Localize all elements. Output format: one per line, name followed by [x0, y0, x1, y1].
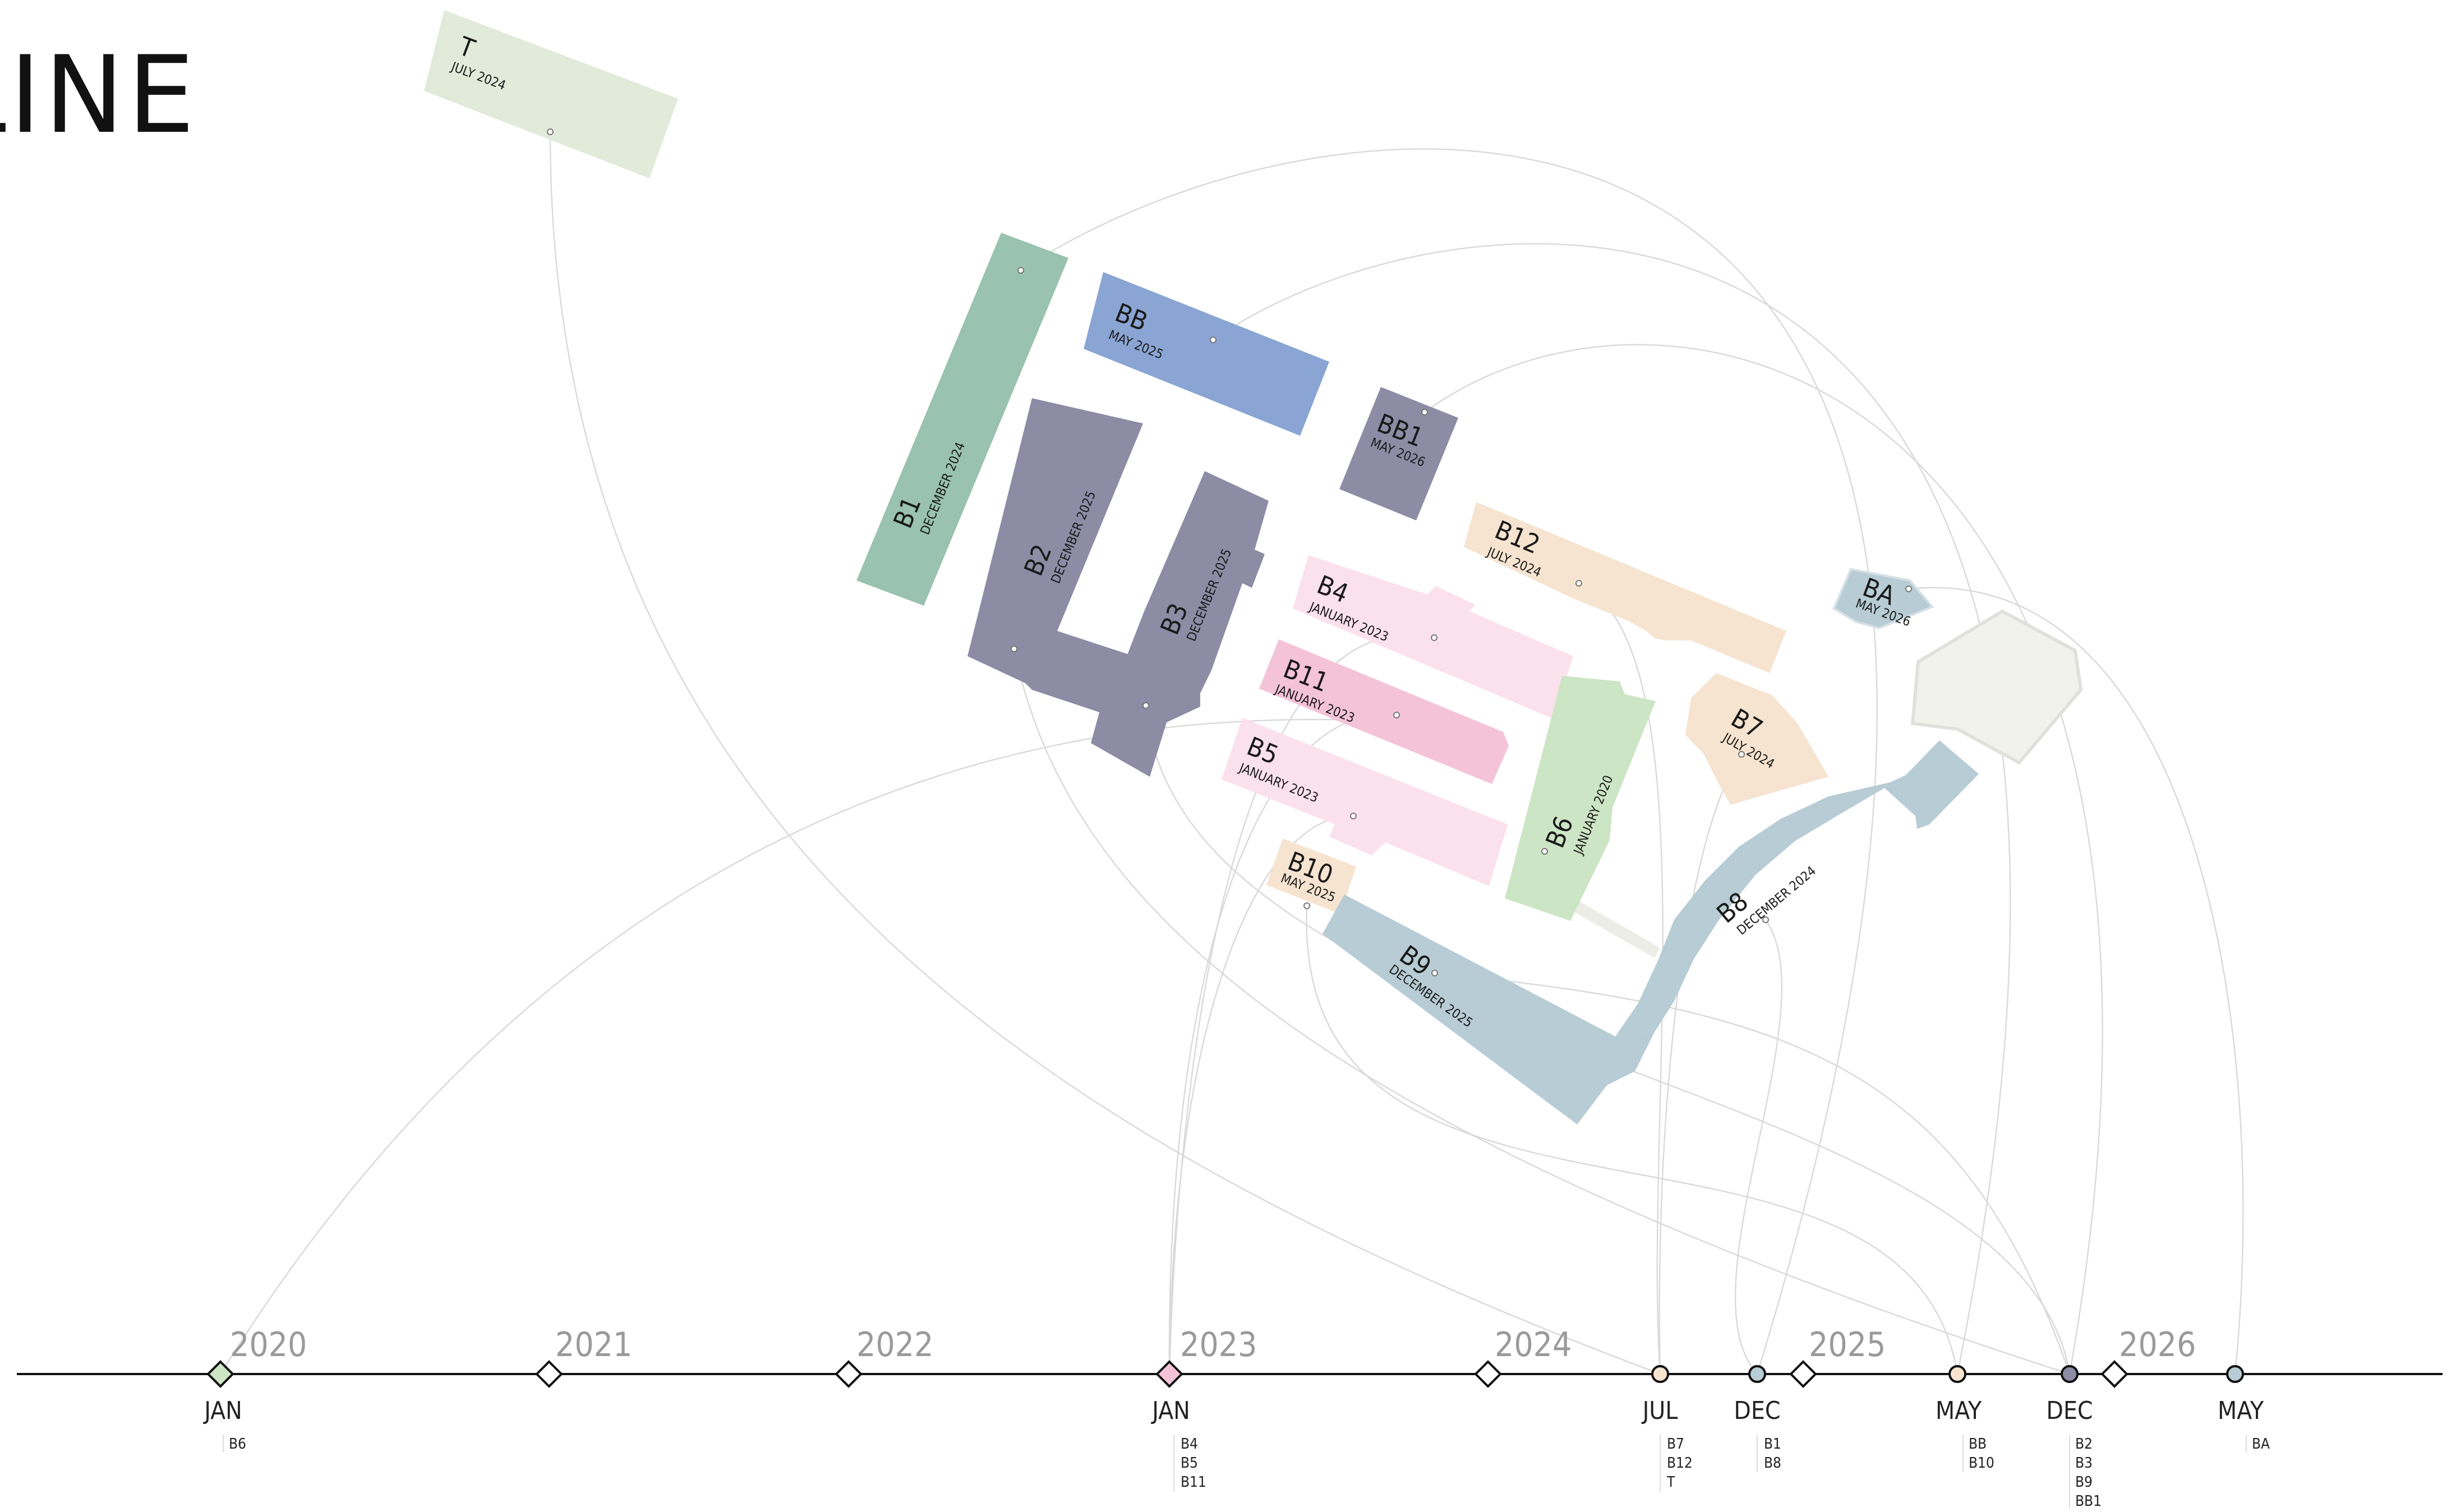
month-label: JUL — [1641, 1396, 1678, 1425]
year-label: 2023 — [1180, 1325, 1257, 1365]
event-item: T — [1666, 1474, 1675, 1491]
event-item: B7 — [1667, 1436, 1684, 1453]
building-bb1: BB1 MAY 2026 — [1339, 387, 1458, 520]
event-item: BB — [1969, 1436, 1987, 1453]
building-ba: BA MAY 2026 — [1832, 568, 1934, 630]
timeline: 2020 2021 2022 2023 2024 2025 2026 JAN — [17, 1325, 2443, 1510]
year-label: 2021 — [555, 1325, 632, 1365]
year-marker: 2022 — [835, 1325, 933, 1388]
year-label: 2024 — [1495, 1325, 1572, 1365]
arc-t — [549, 131, 1661, 1375]
arc-b2 — [1013, 648, 2070, 1375]
month-label: MAY — [1936, 1396, 1982, 1425]
building-b7: B7 JULY 2024 — [1685, 673, 1828, 805]
site-path-shape — [1566, 896, 1660, 958]
event-item: B12 — [1667, 1455, 1693, 1472]
arc-bb — [1213, 243, 2011, 1375]
arc-b7 — [1658, 754, 1742, 1375]
event-item: B3 — [2075, 1455, 2093, 1472]
year-label: 2026 — [2119, 1325, 2196, 1365]
event-item: BB1 — [2075, 1493, 2102, 1509]
event-item: B5 — [1181, 1455, 1198, 1472]
page-title: LINE — [0, 33, 198, 157]
year-marker: 2026 — [2100, 1325, 2196, 1388]
arc-b5 — [1168, 815, 1354, 1375]
event-item: B6 — [229, 1436, 246, 1453]
year-marker: 2025 — [1789, 1325, 1886, 1388]
building-b4: B4 JANUARY 2023 — [1293, 555, 1573, 719]
timeline-event: DEC B1 B8 — [1734, 1365, 1781, 1472]
month-label: DEC — [1734, 1396, 1780, 1425]
event-item: B11 — [1181, 1474, 1206, 1491]
arc-b4 — [1168, 634, 1435, 1375]
timeline-event: DEC B2 B3 B9 BB1 — [2046, 1365, 2102, 1510]
month-label: MAY — [2218, 1396, 2264, 1425]
arc-b8 — [1735, 919, 1782, 1375]
building-b6: B6 JANUARY 2020 — [1505, 676, 1656, 921]
arc-bb1 — [1424, 344, 2103, 1375]
month-label: JAN — [1150, 1396, 1190, 1425]
year-marker: 2020 — [230, 1325, 307, 1365]
timeline-event: JAN B4 B5 B11 — [1150, 1360, 1206, 1492]
arc-ba — [1908, 587, 2244, 1375]
timeline-event: JAN B6 — [202, 1360, 246, 1453]
event-item: B8 — [1764, 1455, 1781, 1472]
year-marker: 2021 — [535, 1325, 632, 1388]
event-item: B10 — [1969, 1455, 1994, 1472]
year-marker: 2023 — [1180, 1325, 1257, 1365]
event-item: BA — [2252, 1436, 2270, 1453]
building-b9: B9 DECEMBER 2025 — [1323, 895, 1655, 1124]
timeline-event: MAY BB B10 — [1936, 1365, 1994, 1472]
arc-b1 — [1020, 148, 1878, 1375]
year-label: 2025 — [1809, 1325, 1886, 1365]
arc-b12 — [1578, 582, 1664, 1375]
timeline-event: MAY BA — [2218, 1365, 2270, 1453]
event-item: B2 — [2075, 1436, 2093, 1453]
year-label: 2022 — [856, 1325, 933, 1365]
building-b3: B3 DECEMBER 2025 — [1125, 471, 1269, 709]
month-label: JAN — [202, 1396, 242, 1425]
event-item: B4 — [1181, 1436, 1198, 1453]
building-t: T JULY 2024 — [424, 10, 678, 178]
building-bb: BB MAY 2025 — [1084, 272, 1329, 436]
site-area-shape — [1910, 609, 2083, 765]
year-marker: 2024 — [1474, 1325, 1572, 1388]
arc-b9 — [1434, 972, 2071, 1375]
building-b2: B2 DECEMBER 2025 — [968, 398, 1200, 777]
arc-b6 — [219, 718, 1433, 1375]
month-label: DEC — [2046, 1396, 2093, 1425]
event-item: B9 — [2075, 1474, 2093, 1491]
year-label: 2020 — [230, 1325, 307, 1365]
timeline-event: JUL B7 B12 T — [1641, 1365, 1693, 1492]
arc-b11 — [1168, 713, 1397, 1375]
event-item: B1 — [1764, 1436, 1781, 1453]
arc-b10 — [1306, 905, 1959, 1375]
